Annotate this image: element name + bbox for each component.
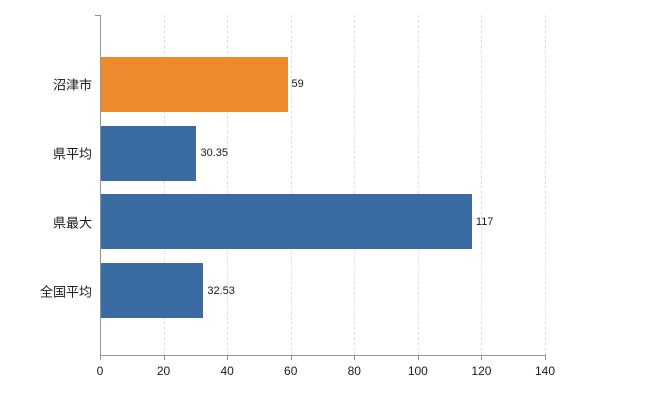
x-tick-label-100: 100 <box>407 364 428 378</box>
gridline-x-80 <box>354 15 356 355</box>
value-label-沼津市: 59 <box>291 78 304 91</box>
x-tick-label-40: 40 <box>220 364 234 378</box>
gridline-x-100 <box>417 15 419 355</box>
bar-県平均 <box>101 125 197 181</box>
category-label-県最大: 県最大 <box>52 215 92 231</box>
gridline-x-40 <box>227 15 229 355</box>
x-tick-label-80: 80 <box>347 364 361 378</box>
bar-全国平均 <box>101 263 204 319</box>
category-label-全国平均: 全国平均 <box>39 284 92 300</box>
category-label-沼津市: 沼津市 <box>52 77 92 93</box>
bar-県最大 <box>101 194 472 250</box>
x-tick-20 <box>163 355 165 360</box>
category-label-県平均: 県平均 <box>52 146 92 162</box>
gridline-x-120 <box>481 15 483 355</box>
y-axis-top-tick <box>95 15 100 16</box>
value-label-全国平均: 32.53 <box>207 284 235 297</box>
x-tick-label-60: 60 <box>284 364 298 378</box>
x-tick-140 <box>545 355 546 360</box>
value-label-県平均: 30.35 <box>200 147 228 160</box>
x-tick-40 <box>227 355 229 360</box>
x-tick-label-20: 20 <box>156 364 171 378</box>
x-tick-80 <box>354 355 356 360</box>
x-tick-100 <box>417 355 419 360</box>
y-axis-line <box>100 15 101 355</box>
x-tick-label-140: 140 <box>534 364 556 378</box>
gridline-x-20 <box>163 15 165 355</box>
x-tick-120 <box>481 355 483 360</box>
x-tick-label-0: 0 <box>96 364 104 378</box>
x-tick-60 <box>290 355 292 360</box>
gridline-x-140 <box>545 15 546 355</box>
value-label-県最大: 117 <box>475 215 494 228</box>
bar-沼津市 <box>101 56 288 112</box>
x-tick-label-120: 120 <box>471 364 492 378</box>
gridline-x-60 <box>290 15 292 355</box>
x-tick-0 <box>100 355 101 360</box>
x-axis-line <box>100 355 545 356</box>
